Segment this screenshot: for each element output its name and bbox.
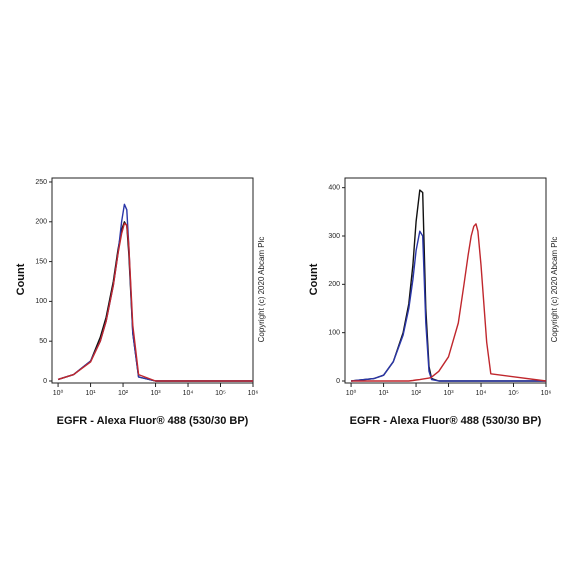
histogram-line [351,223,547,382]
y-tick-label: 100 [35,298,47,305]
x-tick-label: 10¹ [379,390,390,397]
y-tick-label: 100 [328,330,340,337]
histogram-line [57,221,253,382]
y-tick-label: 300 [328,233,340,240]
x-tick-label: 10⁶ [541,390,552,397]
x-tick-label: 10⁴ [476,390,487,397]
y-axis-label: Count [15,263,27,295]
x-tick-label: 10² [118,390,129,397]
y-tick-label: 0 [43,378,47,385]
plot-frame [344,177,547,384]
histogram-line [351,189,546,382]
y-tick-label: 400 [328,185,340,192]
x-tick-label: 10⁵ [508,390,519,397]
x-axis-label: EGFR - Alexa Fluor® 488 (530/30 BP) [350,415,542,427]
y-tick-label: 50 [39,338,47,345]
x-tick-label: 10⁰ [346,389,357,397]
y-tick-label: 0 [336,378,340,385]
y-tick-label: 200 [35,219,47,226]
x-tick-label: 10¹ [86,390,97,397]
y-tick-label: 150 [35,258,47,265]
x-tick-label: 10⁴ [183,390,194,397]
histogram-line [57,222,253,382]
copyright: Copyright (c) 2020 Abcam Plc [257,237,266,343]
histogram-line [351,230,546,382]
x-tick-label: 10² [411,390,422,397]
x-tick-label: 10³ [443,390,454,397]
x-axis-label: EGFR - Alexa Fluor® 488 (530/30 BP) [57,415,249,427]
y-axis-label: Count [308,263,320,295]
x-tick-label: 10³ [150,390,161,397]
copyright: Copyright (c) 2020 Abcam Plc [550,237,559,343]
y-tick-label: 200 [328,281,340,288]
plot-frame [51,177,254,384]
x-tick-label: 10⁵ [215,390,226,397]
x-tick-label: 10⁰ [53,389,64,397]
histogram-line [57,203,253,382]
x-tick-label: 10⁶ [248,390,259,397]
y-tick-label: 250 [35,179,47,186]
